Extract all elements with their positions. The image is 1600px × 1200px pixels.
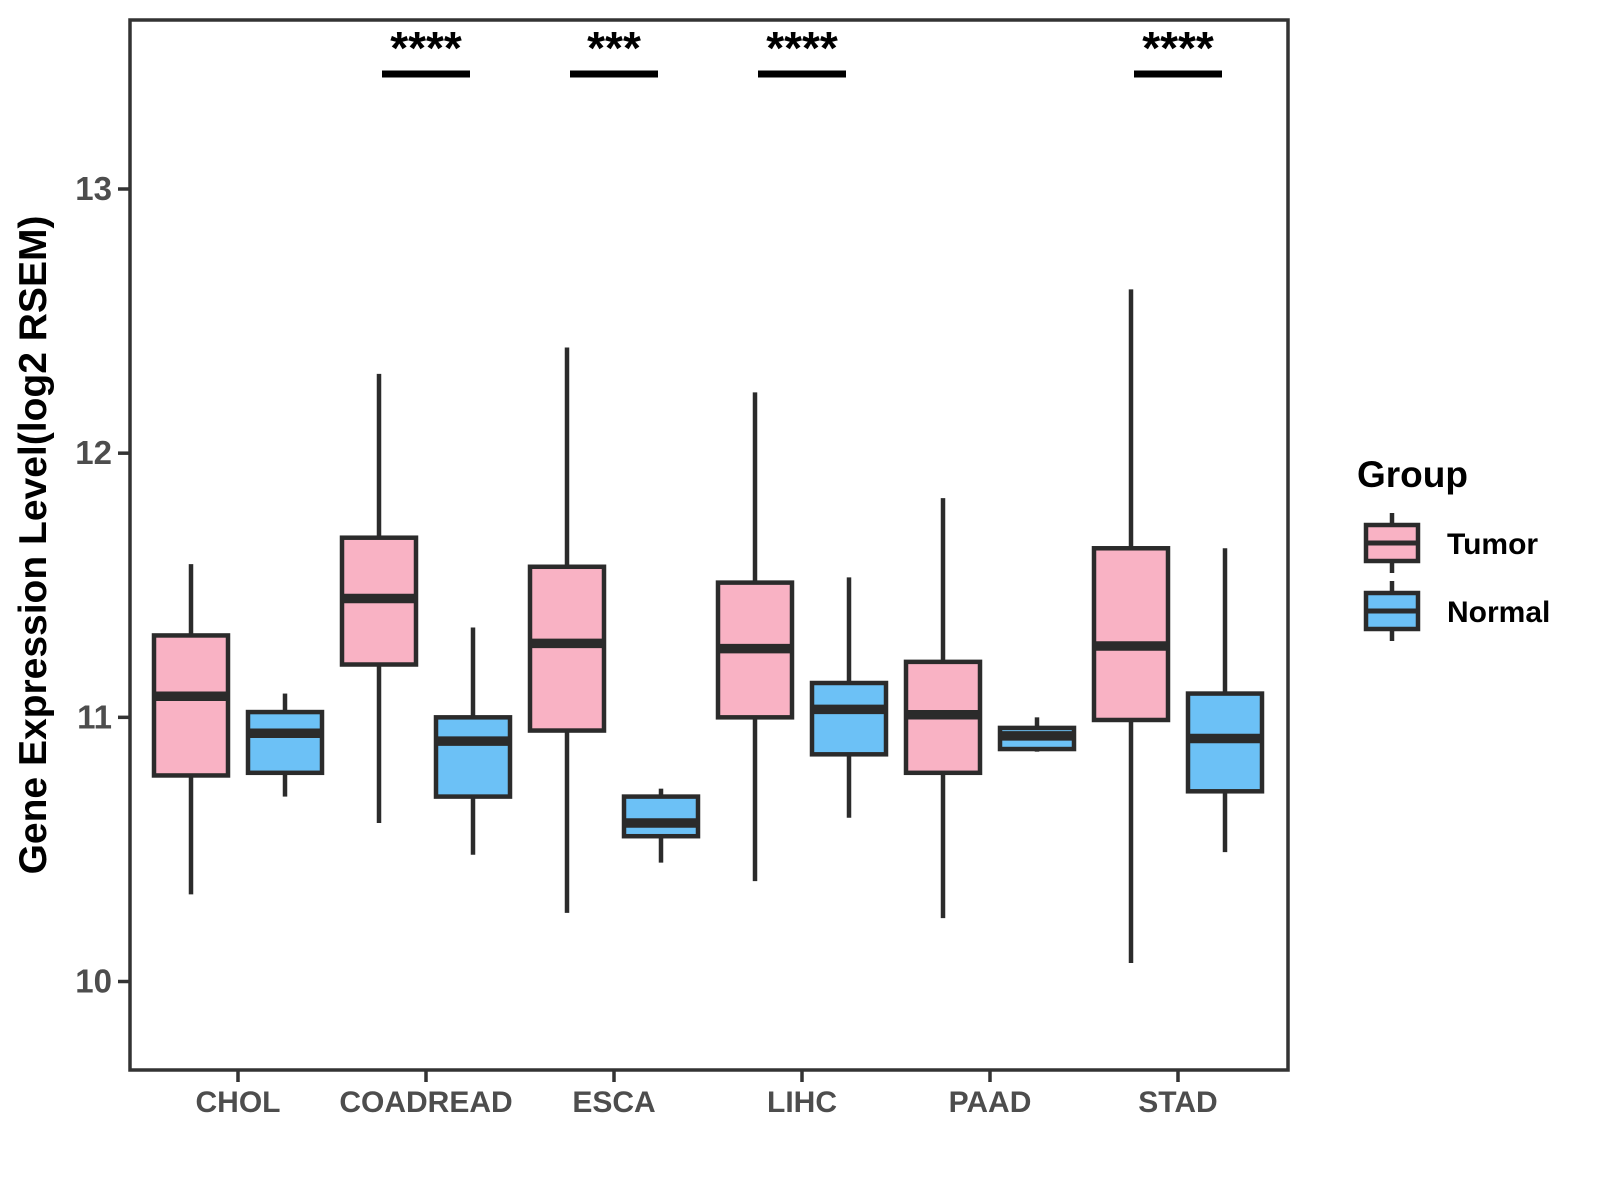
legend-title: Group	[1357, 454, 1468, 495]
iqr-box	[433, 715, 513, 799]
significance-esca: ***	[570, 22, 658, 78]
legend: Group Tumor Normal	[1357, 454, 1550, 641]
box-normal-paad	[997, 717, 1077, 752]
iqr-box	[621, 794, 701, 839]
y-tick-label: 10	[75, 963, 112, 1000]
x-tick-label-stad: STAD	[1138, 1086, 1217, 1119]
y-axis-title: Gene Expression Level(log2 RSEM)	[12, 216, 55, 875]
legend-label-normal: Normal	[1447, 596, 1550, 629]
iqr-box	[527, 564, 607, 733]
significance-coadread: ****	[382, 22, 470, 78]
box-normal-esca	[621, 788, 701, 863]
x-tick-label-coadread: COADREAD	[339, 1086, 512, 1119]
x-tick-label-lihc: LIHC	[767, 1086, 837, 1119]
legend-label-tumor: Tumor	[1447, 528, 1538, 561]
iqr-box	[809, 680, 889, 757]
y-tick-label: 13	[75, 170, 112, 207]
iqr-box	[1091, 546, 1171, 723]
y-tick-label: 11	[77, 698, 112, 735]
x-tick-label-chol: CHOL	[196, 1086, 281, 1119]
significance-stad: ****	[1134, 22, 1222, 78]
box-tumor-esca	[527, 347, 607, 913]
significance-stars: ****	[766, 22, 838, 74]
significance-lihc: ****	[758, 22, 846, 78]
x-tick-label-esca: ESCA	[572, 1086, 655, 1119]
box-normal-stad	[1185, 548, 1265, 853]
significance-stars: ****	[390, 22, 462, 74]
box-normal-lihc	[809, 577, 889, 818]
box-tumor-coadread	[339, 373, 419, 824]
box-normal-coadread	[433, 627, 513, 855]
box-tumor-paad	[903, 498, 983, 919]
iqr-box	[245, 709, 325, 776]
box-tumor-stad	[1091, 289, 1171, 964]
y-tick-label: 12	[75, 434, 112, 471]
x-tick-label-paad: PAAD	[949, 1086, 1032, 1119]
significance-stars: ****	[1142, 22, 1214, 74]
legend-key-tumor-icon	[1363, 513, 1421, 573]
panel-border	[128, 18, 1290, 1072]
significance-stars: ***	[587, 22, 641, 74]
box-tumor-chol	[151, 564, 231, 895]
legend-key-normal-icon	[1363, 581, 1421, 641]
iqr-box	[151, 633, 231, 778]
box-tumor-lihc	[715, 392, 795, 882]
box-normal-chol	[245, 693, 325, 797]
